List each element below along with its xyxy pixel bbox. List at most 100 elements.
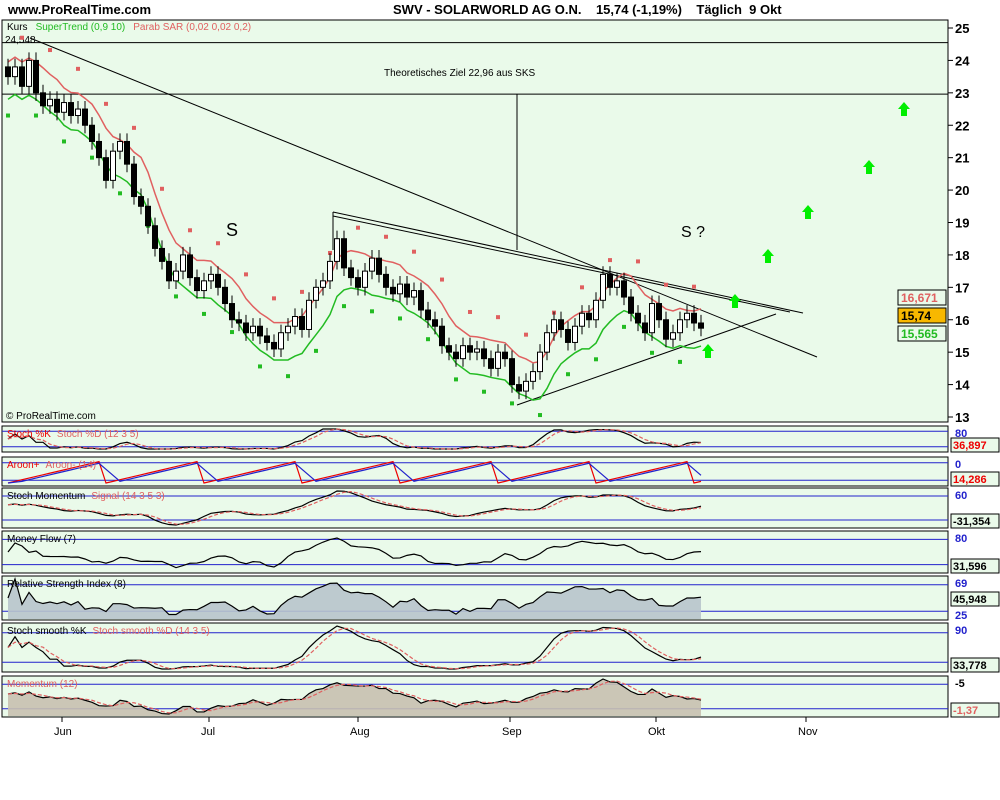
sar-dot (398, 316, 402, 321)
sar-dot (230, 330, 234, 335)
panel-title-a: Stoch Momentum (7, 491, 85, 502)
candle (26, 59, 32, 87)
up-arrow-icon (898, 102, 910, 116)
y-tick-label: 16 (955, 313, 969, 328)
panel-title-a: Stoch smooth %K (7, 626, 87, 637)
s-left-label: S (226, 220, 238, 240)
sar-dot (216, 241, 220, 246)
panel-level-label: 69 (955, 578, 967, 590)
candle (131, 163, 137, 198)
last-label-box (897, 307, 947, 324)
candle (404, 283, 410, 298)
candle (509, 358, 515, 386)
sar-dot (244, 272, 248, 277)
candle (33, 59, 39, 94)
sar-last-label: 16,671 (901, 291, 938, 305)
candle (229, 303, 235, 321)
panel-value-momentum: -1,37 (953, 705, 978, 717)
panel-value-rsi: 45,948 (953, 594, 987, 606)
candle (558, 319, 564, 330)
panel-value-stochsmooth: 33,778 (953, 660, 987, 672)
candle (313, 286, 319, 301)
candle (61, 102, 67, 113)
up-arrow-icon (863, 160, 875, 174)
candle (180, 254, 186, 272)
candle (670, 332, 676, 340)
panel-title-b: Stoch %D (12 3 5) (57, 429, 139, 440)
candle (68, 102, 74, 117)
candle (383, 273, 389, 288)
candle (145, 205, 151, 227)
panel-level-label: 60 (955, 490, 967, 502)
candle (656, 303, 662, 321)
x-tick-label: Nov (798, 726, 818, 738)
panel-stochsmooth (1, 622, 949, 673)
candle (600, 273, 606, 301)
y-tick-label: 15 (955, 345, 969, 360)
panel-level-label: -5 (955, 678, 965, 690)
candle (89, 124, 95, 142)
sar-dot (34, 113, 38, 118)
candle (684, 312, 690, 321)
high-label: 24,548 (5, 35, 36, 46)
candle (327, 260, 333, 282)
panel-title-a: Aroon+ (7, 460, 40, 471)
candle (40, 92, 46, 107)
candle (474, 348, 480, 353)
sar-dot (286, 374, 290, 379)
candle (12, 66, 18, 78)
sar-dot (314, 348, 318, 353)
main-panel (1, 19, 949, 423)
y-tick-label: 17 (955, 280, 969, 295)
candle (488, 358, 494, 369)
sar-dot (258, 364, 262, 369)
y-tick-label: 14 (955, 378, 970, 393)
target-label: Theoretisches Ziel 22,96 aus SKS (384, 68, 536, 79)
candle (103, 157, 109, 181)
candle (460, 345, 466, 360)
panel-value-box (950, 657, 1000, 673)
candle (411, 290, 417, 298)
candle (565, 328, 571, 343)
candle (677, 319, 683, 334)
y-tick-label: 18 (955, 248, 969, 263)
candle (551, 319, 557, 334)
panel-value-aroon: 14,286 (953, 474, 987, 486)
candle (54, 98, 60, 113)
candle (124, 140, 130, 165)
panel-level-label: 0 (955, 459, 961, 471)
y-tick-label: 22 (955, 118, 969, 133)
trendline-lower (516, 313, 777, 406)
up-arrow-icon (762, 249, 774, 263)
candle (166, 260, 172, 282)
panel-title-b: Signal (14 3 5 3) (91, 491, 164, 502)
candle (579, 312, 585, 327)
candle (376, 257, 382, 275)
last-label-box (897, 289, 947, 306)
candle (159, 247, 165, 262)
candle (187, 254, 193, 279)
candle (418, 290, 424, 311)
last-label-box (897, 325, 947, 342)
up-arrow-icon (802, 205, 814, 219)
candle (264, 335, 270, 343)
candle (432, 319, 438, 327)
candle (222, 286, 228, 305)
sar-dot (440, 277, 444, 282)
candle (152, 225, 158, 249)
candle (663, 319, 669, 340)
panel-value-box (950, 702, 1000, 718)
sar-dot (622, 324, 626, 329)
candle (397, 283, 403, 295)
x-tick-label: Okt (648, 726, 665, 738)
trendline-upper (332, 211, 804, 314)
candle (355, 277, 361, 288)
candle (649, 303, 655, 334)
sar-dot (160, 186, 164, 191)
candle (425, 309, 431, 321)
x-tick-label: Aug (350, 726, 370, 738)
panel-line (7, 460, 702, 484)
sar-dot (104, 101, 108, 106)
